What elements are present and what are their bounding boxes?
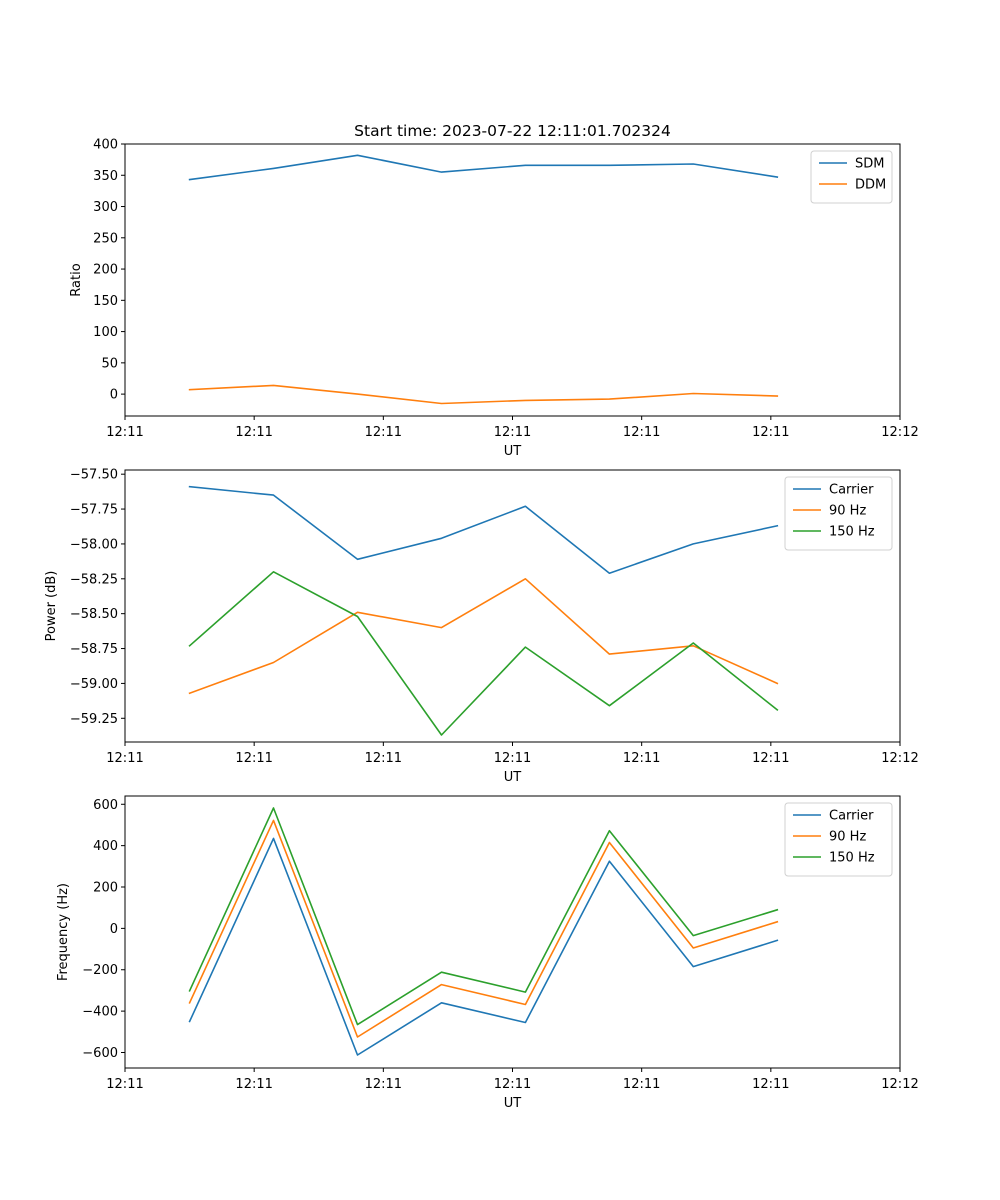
y-tick-label: −57.75 <box>70 503 118 518</box>
legend-entry: Carrier <box>829 809 874 824</box>
y-tick-label: −200 <box>82 963 118 978</box>
y-tick-label: 600 <box>93 798 118 813</box>
series-line-sdm <box>188 154 779 181</box>
x-tick-label: 12:12 <box>881 751 918 766</box>
legend: Carrier 90 Hz 150 Hz <box>784 802 893 877</box>
x-tick-label: 12:11 <box>106 425 143 440</box>
series-line-90-hz <box>188 577 779 695</box>
series-line-carrier <box>188 485 779 575</box>
legend-entry: DDM <box>855 178 886 193</box>
x-tick-label: 12:11 <box>106 1077 143 1092</box>
y-axis-label: Frequency (Hz) <box>56 883 71 981</box>
y-tick-label: −400 <box>82 1005 118 1020</box>
y-tick-label: 400 <box>93 839 118 854</box>
x-tick-label: 12:11 <box>365 425 402 440</box>
y-tick-label: 250 <box>93 231 118 246</box>
y-tick-label: 0 <box>110 922 118 937</box>
legend-entry: 150 Hz <box>829 851 875 866</box>
series-line-ddm <box>188 384 779 405</box>
x-tick-label: 12:11 <box>365 1077 402 1092</box>
x-axis-label: UT <box>504 444 522 459</box>
y-tick-label: 150 <box>93 294 118 309</box>
y-tick-label: 200 <box>93 881 118 896</box>
legend-entry: 90 Hz <box>829 504 866 519</box>
x-tick-label: 12:11 <box>235 751 272 766</box>
y-axis-label: Ratio <box>69 263 84 296</box>
y-tick-label: −58.50 <box>70 607 118 622</box>
y-tick-label: −59.00 <box>70 677 118 692</box>
legend-entry: Carrier <box>829 483 874 498</box>
legend: SDM DDM <box>810 150 893 204</box>
legend: Carrier 90 Hz 150 Hz <box>784 476 893 551</box>
x-tick-label: 12:11 <box>752 425 789 440</box>
x-tick-label: 12:11 <box>623 1077 660 1092</box>
x-tick-label: 12:12 <box>881 425 918 440</box>
chart-panel-3: 12:11 12:11 12:11 12:11 12:11 12:11 12:12 −600 −… <box>56 795 919 1111</box>
x-tick-label: 12:11 <box>752 751 789 766</box>
y-tick-label: −58.75 <box>70 642 118 657</box>
series-line-90-hz <box>188 819 779 1038</box>
x-tick-label: 12:12 <box>881 1077 918 1092</box>
chart-panel-1: Start time: 2023-07-22 12:11:01.702324 12… <box>69 122 919 459</box>
y-tick-label: 350 <box>93 169 118 184</box>
y-tick-label: −600 <box>82 1046 118 1061</box>
x-axis-label: UT <box>504 1096 522 1111</box>
y-tick-label: 0 <box>110 388 118 403</box>
y-tick-label: −58.25 <box>70 572 118 587</box>
chart-title: Start time: 2023-07-22 12:11:01.702324 <box>354 122 671 140</box>
y-tick-label: 50 <box>101 356 118 371</box>
x-tick-label: 12:11 <box>494 425 531 440</box>
legend-entry: 90 Hz <box>829 830 866 845</box>
x-tick-label: 12:11 <box>235 425 272 440</box>
x-tick-label: 12:11 <box>623 751 660 766</box>
x-tick-label: 12:11 <box>106 751 143 766</box>
y-axis-label: Power (dB) <box>44 571 59 642</box>
legend-entry: SDM <box>855 157 884 172</box>
chart-panel-2: 12:11 12:11 12:11 12:11 12:11 12:11 12:12 −59.2… <box>44 468 919 785</box>
legend-box <box>810 150 893 204</box>
x-tick-label: 12:11 <box>235 1077 272 1092</box>
x-tick-label: 12:11 <box>494 1077 531 1092</box>
x-tick-label: 12:11 <box>752 1077 789 1092</box>
series-line-150-hz <box>188 570 779 736</box>
y-tick-label: 300 <box>93 200 118 215</box>
series-line-150-hz <box>188 807 779 1026</box>
y-tick-label: 100 <box>93 325 118 340</box>
x-axis-label: UT <box>504 770 522 785</box>
x-tick-label: 12:11 <box>623 425 660 440</box>
y-tick-label: −57.50 <box>70 468 118 483</box>
y-tick-label: −58.00 <box>70 537 118 552</box>
y-tick-label: −59.25 <box>70 712 118 727</box>
y-tick-label: 400 <box>93 138 118 153</box>
series-line-carrier <box>188 837 779 1056</box>
x-tick-label: 12:11 <box>365 751 402 766</box>
legend-entry: 150 Hz <box>829 525 875 540</box>
x-tick-label: 12:11 <box>494 751 531 766</box>
y-tick-label: 200 <box>93 263 118 278</box>
